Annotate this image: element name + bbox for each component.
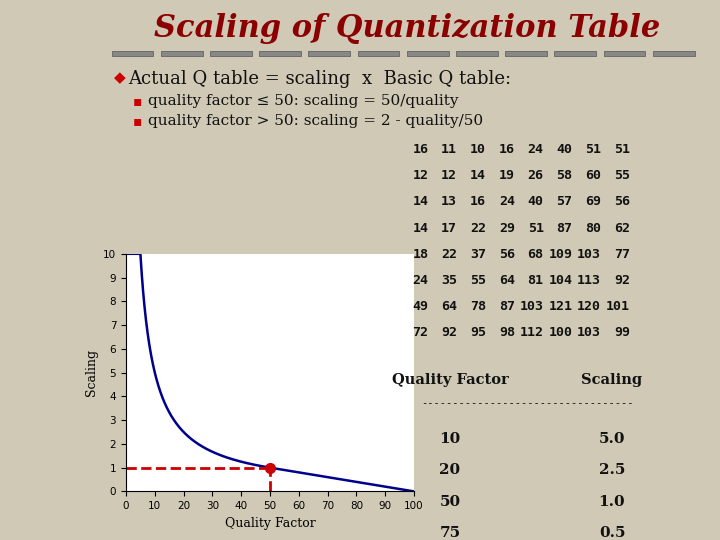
Text: 78: 78 — [470, 300, 486, 313]
Text: quality factor ≤ 50: scaling = 50/quality: quality factor ≤ 50: scaling = 50/qualit… — [148, 94, 458, 109]
Text: 40: 40 — [557, 143, 572, 156]
X-axis label: Quality Factor: Quality Factor — [225, 517, 315, 530]
Text: 2.5: 2.5 — [599, 463, 625, 477]
Bar — [407, 51, 449, 56]
Bar — [161, 51, 202, 56]
Text: 92: 92 — [441, 326, 457, 340]
Text: 22: 22 — [441, 248, 457, 261]
Text: 24: 24 — [413, 274, 428, 287]
Text: 16: 16 — [413, 143, 428, 156]
Text: 18: 18 — [413, 248, 428, 261]
Y-axis label: Scaling: Scaling — [84, 349, 98, 396]
Text: 10: 10 — [470, 143, 486, 156]
Text: 69: 69 — [585, 195, 601, 208]
Text: 51: 51 — [528, 222, 544, 235]
Text: 75: 75 — [439, 526, 461, 540]
Text: 120: 120 — [577, 300, 601, 313]
Text: 121: 121 — [549, 300, 572, 313]
Bar — [210, 51, 252, 56]
Text: 12: 12 — [441, 170, 457, 183]
Text: 103: 103 — [577, 326, 601, 340]
Text: 81: 81 — [528, 274, 544, 287]
Text: 64: 64 — [441, 300, 457, 313]
Text: 98: 98 — [499, 326, 515, 340]
Text: 51: 51 — [585, 143, 601, 156]
Text: 112: 112 — [520, 326, 544, 340]
Bar — [554, 51, 596, 56]
Text: 101: 101 — [606, 300, 630, 313]
Text: Actual Q table = scaling  x  Basic Q table:: Actual Q table = scaling x Basic Q table… — [128, 70, 511, 88]
Text: 50: 50 — [439, 495, 461, 509]
Bar — [112, 51, 153, 56]
Bar — [456, 51, 498, 56]
Text: 55: 55 — [470, 274, 486, 287]
Text: 56: 56 — [614, 195, 630, 208]
Text: Quality Factor: Quality Factor — [392, 373, 508, 387]
Text: 62: 62 — [614, 222, 630, 235]
Text: 95: 95 — [470, 326, 486, 340]
Text: 1.0: 1.0 — [599, 495, 625, 509]
Text: 100: 100 — [549, 326, 572, 340]
Text: 35: 35 — [441, 274, 457, 287]
Text: 29: 29 — [499, 222, 515, 235]
Text: 77: 77 — [614, 248, 630, 261]
Text: 37: 37 — [470, 248, 486, 261]
Text: 24: 24 — [499, 195, 515, 208]
Text: ----------------------------------: ---------------------------------- — [421, 399, 634, 409]
Text: 19: 19 — [499, 170, 515, 183]
Text: 64: 64 — [499, 274, 515, 287]
Text: 56: 56 — [499, 248, 515, 261]
Text: 51: 51 — [614, 143, 630, 156]
Text: 13: 13 — [441, 195, 457, 208]
Bar — [653, 51, 695, 56]
Text: 10: 10 — [439, 432, 461, 446]
Text: 16: 16 — [499, 143, 515, 156]
Text: 55: 55 — [614, 170, 630, 183]
Text: ▪: ▪ — [133, 114, 143, 129]
Text: 17: 17 — [441, 222, 457, 235]
Text: 14: 14 — [413, 222, 428, 235]
Text: 87: 87 — [499, 300, 515, 313]
Text: 80: 80 — [585, 222, 601, 235]
Bar — [358, 51, 400, 56]
Text: 16: 16 — [470, 195, 486, 208]
Text: ◆: ◆ — [114, 70, 125, 85]
Text: 24: 24 — [528, 143, 544, 156]
Bar — [505, 51, 547, 56]
Text: 92: 92 — [614, 274, 630, 287]
Text: 99: 99 — [614, 326, 630, 340]
Text: 103: 103 — [577, 248, 601, 261]
Text: 0.5: 0.5 — [599, 526, 625, 540]
Bar — [603, 51, 645, 56]
Text: 5.0: 5.0 — [599, 432, 625, 446]
Text: 49: 49 — [413, 300, 428, 313]
Text: 113: 113 — [577, 274, 601, 287]
Text: 68: 68 — [528, 248, 544, 261]
Text: 20: 20 — [439, 463, 461, 477]
Text: Scaling of Quantization Table: Scaling of Quantization Table — [153, 14, 660, 44]
Text: 87: 87 — [557, 222, 572, 235]
Text: 40: 40 — [528, 195, 544, 208]
Text: 57: 57 — [557, 195, 572, 208]
Text: 109: 109 — [549, 248, 572, 261]
Text: 22: 22 — [470, 222, 486, 235]
Bar — [308, 51, 350, 56]
Text: 72: 72 — [413, 326, 428, 340]
Text: 14: 14 — [413, 195, 428, 208]
Text: 26: 26 — [528, 170, 544, 183]
Text: 14: 14 — [470, 170, 486, 183]
Text: 60: 60 — [585, 170, 601, 183]
Text: 103: 103 — [520, 300, 544, 313]
Bar — [259, 51, 301, 56]
Text: ▪: ▪ — [133, 94, 143, 109]
Text: 12: 12 — [413, 170, 428, 183]
Text: 104: 104 — [549, 274, 572, 287]
Text: 11: 11 — [441, 143, 457, 156]
Text: quality factor > 50: scaling = 2 - quality/50: quality factor > 50: scaling = 2 - quali… — [148, 114, 482, 129]
Text: 58: 58 — [557, 170, 572, 183]
Text: Scaling: Scaling — [582, 373, 642, 387]
